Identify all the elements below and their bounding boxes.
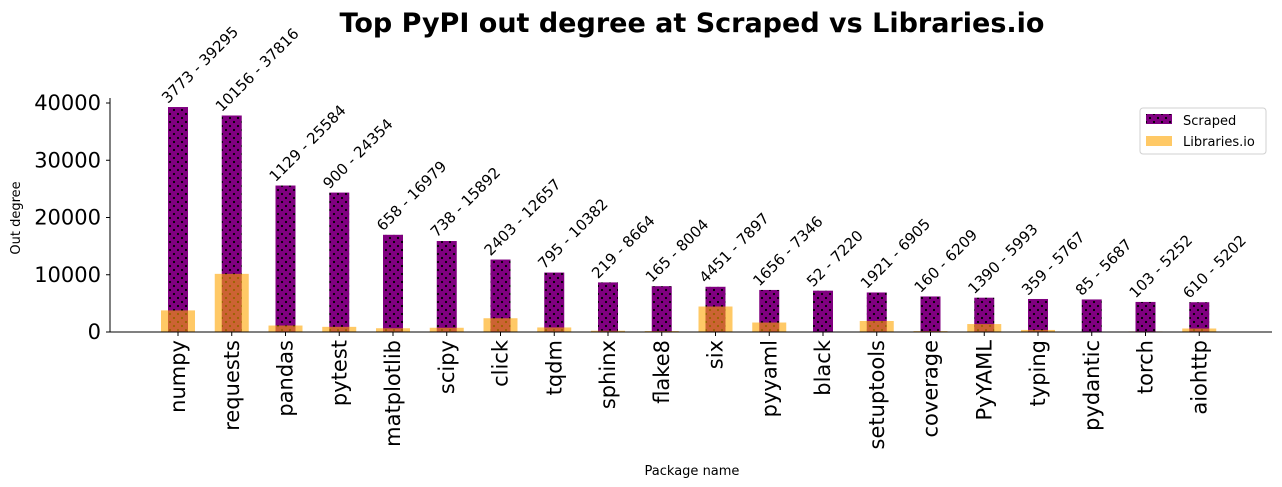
- bar-scraped-click: [490, 259, 511, 332]
- x-tick-label-requests: requests: [220, 340, 244, 431]
- chart-title: Top PyPI out degree at Scraped vs Librar…: [340, 8, 1045, 39]
- y-ticks: 0 10000 20000 30000 40000: [34, 91, 110, 344]
- bar-librariesio-typing: [1021, 329, 1055, 332]
- y-axis-label: Out degree: [9, 181, 24, 254]
- bar-librariesio-pandas: [268, 325, 303, 332]
- bar-scraped-pydantic: [1081, 299, 1102, 332]
- bar-librariesio-setuptools: [859, 321, 894, 332]
- x-tick-label-pyyaml: pyyaml: [757, 340, 781, 417]
- y-tick-label-10000: 10000: [34, 263, 101, 287]
- bar-scraped-sphinx: [598, 282, 618, 332]
- bar-scraped-typing: [1028, 298, 1048, 332]
- x-tick-label-setuptools: setuptools: [865, 340, 889, 449]
- x-tick-label-flake8: flake8: [650, 340, 674, 404]
- bar-librariesio-scipy: [429, 327, 464, 332]
- x-tick-label-typing: typing: [1026, 340, 1050, 406]
- bar-scraped-pyyaml: [974, 297, 995, 332]
- bars-layer: [161, 107, 1217, 333]
- bar-scraped-pandas: [275, 185, 296, 332]
- bar-librariesio-sphinx: [591, 330, 625, 332]
- x-tick-label-matplotlib: matplotlib: [381, 340, 405, 447]
- y-tick-label-30000: 30000: [34, 148, 101, 172]
- bar-librariesio-tqdm: [537, 327, 572, 332]
- bar-librariesio-six: [698, 306, 733, 332]
- bar-scraped-pyyaml: [759, 289, 780, 332]
- x-tick-label-tqdm: tqdm: [542, 340, 566, 395]
- bar-scraped-tqdm: [544, 272, 565, 332]
- x-tick-label-black: black: [811, 339, 835, 396]
- legend: Scraped Libraries.io: [1139, 107, 1267, 155]
- x-tick-label-click: click: [489, 339, 513, 387]
- x-tick-label-pyyaml: PyYAML: [972, 340, 996, 421]
- bar-scraped-matplotlib: [383, 234, 403, 332]
- bar-scraped-aiohttp: [1189, 302, 1210, 332]
- bar-librariesio-numpy: [161, 310, 195, 332]
- bar-librariesio-pytest: [322, 326, 357, 332]
- legend-label-librariesio: Libraries.io: [1183, 135, 1255, 150]
- x-axis-label: Package name: [645, 464, 740, 479]
- bar-scraped-numpy: [168, 107, 188, 332]
- bar-librariesio-aiohttp: [1182, 328, 1217, 332]
- legend-label-scraped: Scraped: [1183, 114, 1236, 129]
- x-tick-label-sphinx: sphinx: [596, 340, 620, 409]
- x-tick-label-numpy: numpy: [166, 340, 190, 413]
- y-tick-label-20000: 20000: [34, 206, 101, 230]
- bar-librariesio-pyyaml: [967, 324, 1002, 332]
- y-tick-label-40000: 40000: [34, 91, 101, 115]
- x-ticks: numpy requests pandas pytest matplotlib scipy…: [166, 332, 1211, 449]
- x-tick-label-coverage: coverage: [919, 340, 943, 438]
- bar-scraped-scipy: [436, 241, 457, 332]
- x-tick-label-six: six: [704, 340, 728, 369]
- x-tick-label-pytest: pytest: [327, 340, 351, 406]
- x-tick-label-scipy: scipy: [435, 340, 459, 394]
- bar-librariesio-click: [483, 318, 518, 332]
- bar-scraped-torch: [1135, 301, 1156, 332]
- bar-scraped-flake8: [651, 286, 672, 332]
- bar-scraped-coverage: [920, 296, 941, 332]
- bar-librariesio-requests: [214, 273, 249, 332]
- bar-librariesio-matplotlib: [376, 328, 410, 332]
- bar-librariesio-pyyaml: [752, 322, 787, 332]
- x-tick-label-pandas: pandas: [274, 340, 298, 417]
- x-tick-label-torch: torch: [1134, 340, 1158, 394]
- legend-swatch-scraped: [1146, 114, 1172, 124]
- bar-scraped-pytest: [329, 192, 350, 332]
- x-tick-label-aiohttp: aiohttp: [1187, 340, 1211, 415]
- y-tick-label-0: 0: [88, 320, 101, 344]
- bar-scraped-black: [813, 290, 833, 332]
- legend-swatch-librariesio: [1146, 136, 1172, 146]
- x-tick-label-pydantic: pydantic: [1080, 340, 1104, 431]
